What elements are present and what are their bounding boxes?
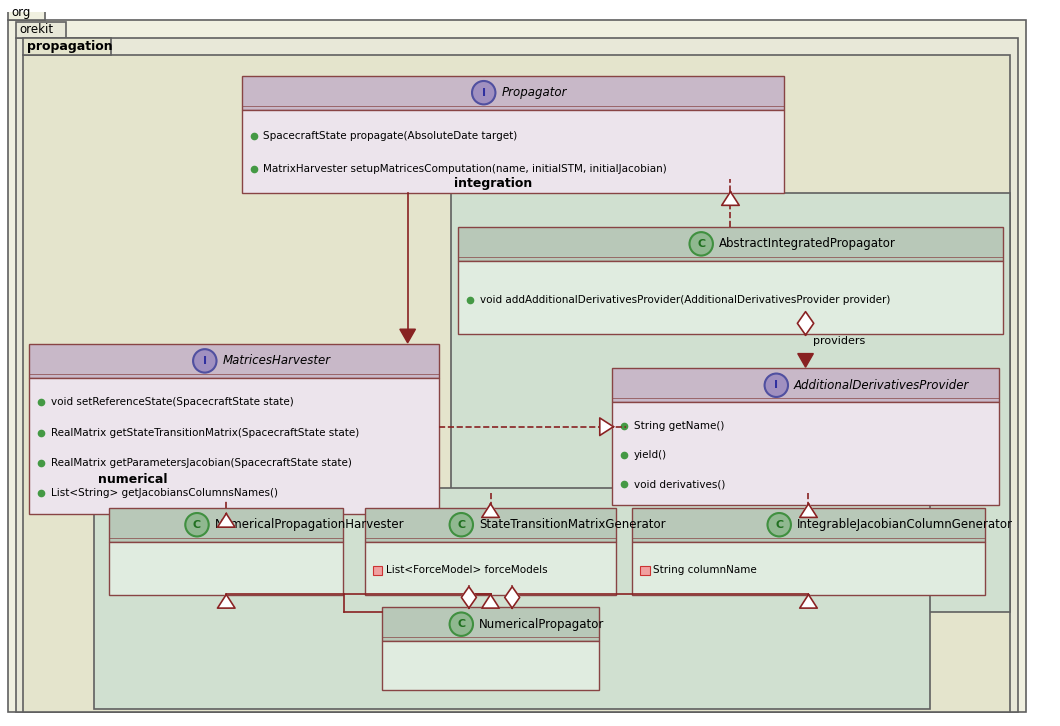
Bar [30,378,439,515]
Text: MatrixHarvester setupMatricesComputation(name, initialSTM, initialJacobian): MatrixHarvester setupMatricesComputation… [263,165,667,174]
Bar [93,470,167,488]
Bar [23,38,111,55]
Circle shape [186,513,209,537]
Text: NumericalPropagationHarvester: NumericalPropagationHarvester [214,518,404,531]
Bar [450,175,536,192]
Bar [458,227,1003,261]
Text: void setReferenceState(SpacecraftState state): void setReferenceState(SpacecraftState s… [51,397,294,407]
Bar [365,507,616,542]
Polygon shape [400,329,416,343]
Text: String columnName: String columnName [653,566,757,576]
Bar [109,542,343,595]
Text: Propagator: Propagator [501,86,567,99]
Text: void derivatives(): void derivatives() [634,479,725,489]
Polygon shape [482,504,499,518]
Polygon shape [482,595,499,608]
Bar [109,507,343,542]
Text: providers: providers [813,336,866,346]
Bar [450,192,1010,612]
Bar [242,110,784,192]
Bar [30,344,439,378]
Text: SpacecraftState propagate(AbsoluteDate target): SpacecraftState propagate(AbsoluteDate t… [263,131,517,142]
Text: orekit: orekit [19,23,54,36]
Text: C: C [775,520,783,530]
Bar [613,368,999,402]
Text: C: C [457,619,465,629]
Bar [16,22,67,38]
Polygon shape [798,354,813,367]
Polygon shape [461,587,476,608]
Bar [640,566,650,575]
Bar [365,542,616,595]
Text: RealMatrix getParametersJacobian(SpacecraftState state): RealMatrix getParametersJacobian(Spacecr… [51,458,352,468]
Circle shape [449,513,473,537]
Circle shape [767,513,791,537]
Bar [7,4,45,20]
Polygon shape [217,595,235,608]
Text: yield(): yield() [634,450,667,460]
Bar [613,402,999,505]
Bar [383,607,599,641]
Polygon shape [799,504,817,518]
Text: org: org [12,6,31,19]
Circle shape [764,374,788,397]
Polygon shape [799,595,817,608]
Text: AdditionalDerivativesProvider: AdditionalDerivativesProvider [794,379,969,392]
Circle shape [193,349,216,372]
Text: AbstractIntegratedPropagator: AbstractIntegratedPropagator [719,237,896,250]
Polygon shape [600,418,614,436]
Circle shape [449,613,473,636]
Text: List<String> getJacobiansColumnsNames(): List<String> getJacobiansColumnsNames() [51,489,278,498]
Bar [458,261,1003,334]
Bar [632,542,985,595]
Text: String getName(): String getName() [634,421,724,431]
Bar [93,488,931,709]
Text: I: I [481,88,485,98]
Text: integration: integration [455,177,533,190]
Text: C: C [697,239,705,249]
Polygon shape [722,192,739,205]
Text: numerical: numerical [98,473,167,486]
Text: C: C [193,520,201,530]
Text: IntegrableJacobianColumnGenerator: IntegrableJacobianColumnGenerator [797,518,1012,531]
Text: List<ForceModel> forceModels: List<ForceModel> forceModels [386,566,548,576]
Polygon shape [797,311,814,335]
Circle shape [472,81,495,105]
Text: StateTransitionMatrixGenerator: StateTransitionMatrixGenerator [479,518,666,531]
Bar [383,641,599,690]
Polygon shape [505,587,519,608]
Bar [632,507,985,542]
Bar [372,566,383,575]
Text: I: I [202,356,207,366]
Text: MatricesHarvester: MatricesHarvester [223,354,331,367]
Text: void addAdditionalDerivativesProvider(AdditionalDerivativesProvider provider): void addAdditionalDerivativesProvider(Ad… [480,295,890,305]
Circle shape [689,232,713,256]
Text: propagation: propagation [28,40,113,53]
Polygon shape [217,513,235,527]
Text: C: C [457,520,465,530]
Text: NumericalPropagator: NumericalPropagator [479,618,604,631]
Text: I: I [774,380,778,391]
Bar [242,76,784,110]
Text: RealMatrix getStateTransitionMatrix(SpacecraftState state): RealMatrix getStateTransitionMatrix(Spac… [51,428,359,438]
